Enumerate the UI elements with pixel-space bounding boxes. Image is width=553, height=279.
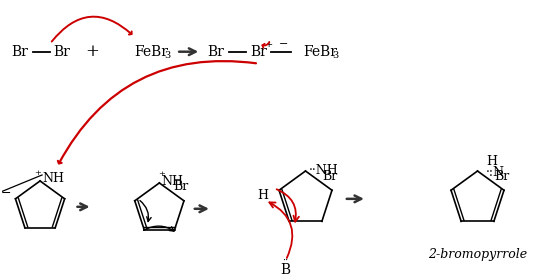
Text: +: + [264, 40, 273, 49]
Text: FeBr: FeBr [134, 45, 169, 59]
Text: +: + [158, 170, 165, 178]
Text: Br: Br [54, 45, 70, 59]
Text: Br: Br [173, 181, 189, 193]
Text: Br: Br [251, 45, 267, 59]
Text: ··: ·· [283, 256, 289, 265]
Text: −: − [279, 39, 288, 49]
Text: +: + [85, 43, 98, 60]
Text: 3: 3 [164, 51, 170, 60]
Text: 3: 3 [332, 51, 338, 60]
Text: Br: Br [322, 170, 338, 183]
Text: NH: NH [161, 175, 184, 188]
Text: ·:N: ·:N [486, 167, 504, 179]
Text: 2-bromopyrrole: 2-bromopyrrole [428, 248, 527, 261]
Text: +: + [35, 169, 41, 177]
Text: FeBr: FeBr [304, 45, 337, 59]
Text: B: B [280, 263, 291, 277]
Text: −: − [0, 187, 11, 200]
Text: Br: Br [12, 45, 29, 59]
Text: H: H [486, 155, 497, 168]
Text: Br: Br [494, 170, 510, 183]
Text: ··NH: ··NH [309, 163, 338, 177]
Text: Br: Br [207, 45, 225, 59]
Text: H: H [258, 189, 269, 202]
Text: NH: NH [42, 172, 64, 186]
